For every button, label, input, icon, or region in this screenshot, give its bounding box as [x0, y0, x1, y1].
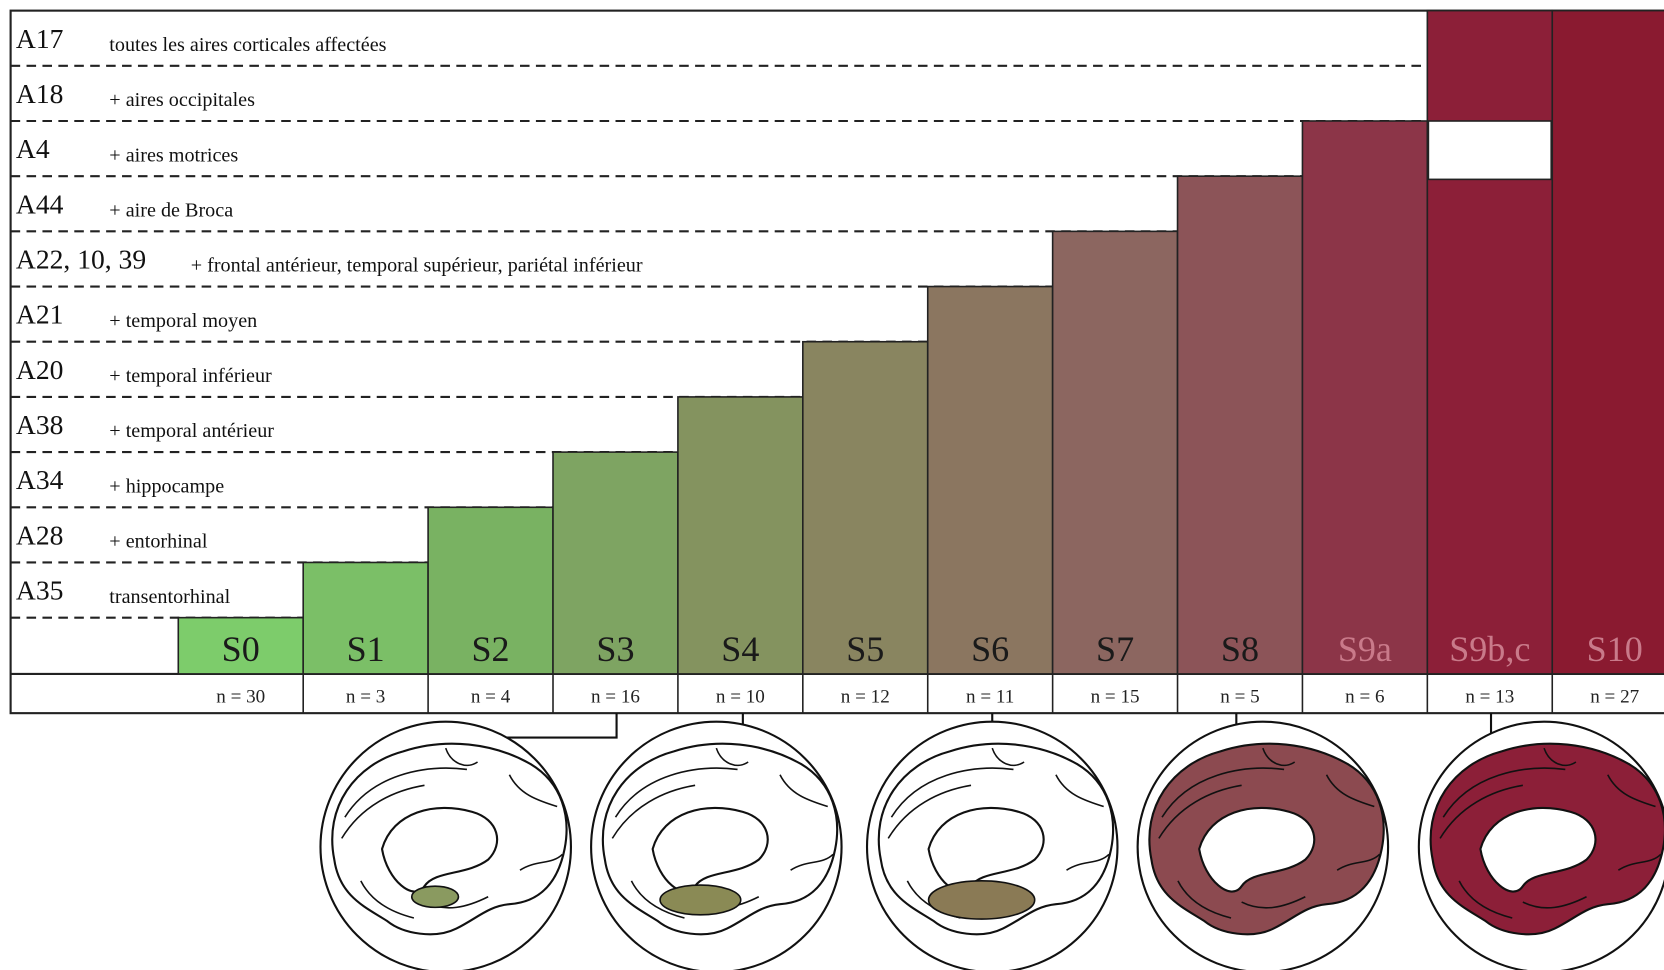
stage-n: n = 15 [1091, 687, 1140, 708]
stage-notch [1427, 120, 1552, 181]
stage-label: S9a [1338, 629, 1392, 669]
stage-n: n = 10 [716, 687, 765, 708]
stage-label: S3 [596, 629, 634, 669]
row-code: A4 [16, 133, 50, 164]
row-label: + temporal antérieur [109, 420, 274, 442]
row-code: A20 [16, 354, 64, 385]
stage-n: n = 4 [471, 687, 511, 708]
stage-label: S10 [1587, 629, 1643, 669]
row-label: + aires occipitales [109, 89, 255, 111]
text-layer: A17 toutes les aires corticales affectées… [16, 23, 1643, 708]
row-code: A22, 10, 39 [16, 244, 146, 275]
row-code: A34 [16, 464, 64, 495]
stage-n: n = 3 [346, 687, 385, 708]
brain-maps [319, 713, 1664, 970]
stage-n: n = 30 [216, 687, 265, 708]
row-code: A17 [16, 23, 64, 54]
row-label: + entorhinal [109, 531, 208, 553]
stage-n: n = 5 [1220, 687, 1259, 708]
stage-n: n = 27 [1590, 687, 1639, 708]
stage-bar [1551, 9, 1664, 675]
row-label: toutes les aires corticales affectées [109, 34, 386, 56]
row-label: + aires motrices [109, 144, 238, 166]
stage-bar [552, 451, 679, 675]
stage-n: n = 16 [591, 687, 640, 708]
stage-bar [427, 506, 554, 675]
row-code: A38 [16, 409, 64, 440]
row-label: + temporal moyen [109, 310, 257, 332]
row-code: A44 [16, 188, 64, 219]
stage-bar [1301, 120, 1429, 675]
row-label: + aire de Broca [109, 200, 233, 222]
brain-lesion [927, 880, 1036, 920]
brain-lesion [410, 885, 460, 909]
stage-bar [1051, 230, 1179, 675]
stage-label: S5 [846, 629, 884, 669]
stage-n: n = 13 [1465, 687, 1514, 708]
stage-bar [1426, 9, 1554, 675]
stage-bar [177, 616, 304, 675]
stage-n: n = 12 [841, 687, 890, 708]
stage-bar [1176, 175, 1304, 675]
row-code: A18 [16, 78, 64, 109]
stage-label: S8 [1221, 629, 1259, 669]
row-code: A28 [16, 519, 64, 550]
stage-label: S2 [471, 629, 509, 669]
stage-label: S7 [1096, 629, 1134, 669]
stage-bar [802, 340, 929, 675]
stage-label: S9b,c [1449, 629, 1530, 669]
row-code: A35 [16, 575, 64, 606]
stage-bar [302, 561, 429, 675]
row-label: + temporal inférieur [109, 365, 272, 387]
stage-label: S6 [971, 629, 1009, 669]
brain-lesion [659, 884, 742, 916]
row-label: transentorhinal [109, 586, 230, 608]
stage-n: n = 6 [1345, 687, 1384, 708]
stage-n: n = 11 [966, 687, 1014, 708]
stage-label: S1 [347, 629, 385, 669]
stage-bar [926, 285, 1054, 675]
row-label: + frontal antérieur, temporal supérieur,… [191, 255, 643, 277]
row-code: A21 [16, 299, 64, 330]
bars-layer [177, 9, 1664, 675]
stage-label: S0 [222, 629, 260, 669]
stage-label: S4 [721, 629, 759, 669]
stage-bar [677, 396, 804, 675]
row-label: + hippocampe [109, 475, 224, 497]
